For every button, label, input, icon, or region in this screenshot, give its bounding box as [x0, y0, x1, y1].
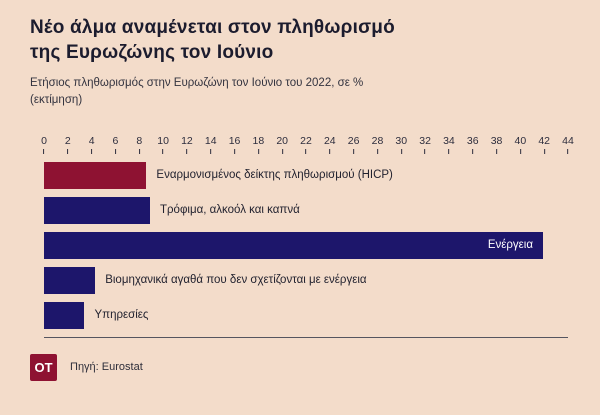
x-tick-mark [567, 148, 569, 154]
title-line-2: της Ευρωζώνης τον Ιούνιο [30, 41, 274, 63]
x-tick-label: 12 [181, 134, 193, 147]
x-axis: 0 2 4 6 8 10 12 14 16 18 20 22 24 26 28 30 32 34 36 38 40 42 4… [41, 134, 574, 157]
chart-subtitle: Ετήσιος πληθωρισμός στην Ευρωζώνη τον Ιο… [30, 75, 570, 108]
x-tick-label: 24 [323, 134, 336, 147]
bar-label: Υπηρεσίες [94, 309, 149, 322]
x-tick: 18 [252, 134, 265, 154]
x-tick-label: 34 [443, 134, 455, 147]
x-tick-mark [43, 148, 45, 154]
x-tick-mark [162, 148, 164, 154]
bars: Εναρμονισμένος δείκτης πληθωρισμού (HICP… [44, 161, 568, 338]
bar-label: Ενέργεια [487, 239, 533, 252]
x-tick-label: 16 [228, 134, 241, 147]
bar-4 [44, 266, 96, 294]
x-tick-label: 14 [204, 134, 217, 147]
x-tick: 16 [228, 134, 241, 154]
x-tick: 44 [562, 135, 574, 154]
x-tick-label: 22 [300, 134, 312, 147]
x-tick: 10 [157, 135, 169, 154]
x-tick: 36 [467, 135, 479, 154]
x-tick-mark [257, 148, 259, 154]
bar-label: Τρόφιμα, αλκοόλ και καπνά [159, 204, 300, 217]
x-tick-mark [400, 148, 402, 154]
bar-row: Τρόφιμα, αλκοόλ και καπνά [44, 196, 568, 224]
x-tick-mark [448, 148, 450, 154]
x-tick-mark [472, 148, 474, 154]
x-tick: 4 [89, 135, 95, 154]
x-tick-label: 36 [466, 134, 479, 147]
x-tick: 30 [395, 135, 407, 154]
x-tick: 12 [181, 135, 193, 154]
x-tick-label: 10 [157, 134, 169, 147]
x-tick-label: 18 [252, 134, 265, 147]
x-tick-label: 30 [395, 134, 408, 147]
x-tick-label: 40 [514, 134, 527, 147]
subtitle-line-2: (εκτίμηση) [30, 94, 83, 107]
x-tick-label: 32 [419, 134, 431, 147]
x-tick-label: 28 [371, 134, 384, 147]
x-tick: 32 [419, 135, 431, 154]
x-tick: 22 [300, 135, 312, 154]
page-title: Νέο άλμα αναμένεται στον πληθωρισμό της … [30, 16, 570, 65]
bar-2 [44, 196, 150, 224]
x-tick-label: 8 [136, 134, 143, 147]
x-tick-mark [67, 148, 69, 154]
x-tick: 34 [443, 135, 455, 154]
x-tick-mark [186, 148, 188, 154]
x-tick-mark [114, 148, 116, 154]
bar-row: Βιομηχανικά αγαθά που δεν σχετίζονται με… [44, 266, 568, 294]
x-tick: 38 [490, 134, 503, 154]
source-label: Πηγή: Eurostat [70, 361, 143, 374]
x-tick-mark [281, 148, 283, 154]
x-tick-label: 42 [538, 134, 551, 147]
x-tick-label: 2 [64, 134, 71, 147]
x-tick-mark [210, 148, 212, 154]
bar-label: Βιομηχανικά αγαθά που δεν σχετίζονται με… [105, 274, 367, 287]
x-tick-mark [496, 148, 498, 154]
x-tick-label: 6 [112, 134, 119, 147]
x-tick-mark [353, 148, 355, 154]
x-tick-label: 44 [562, 134, 574, 147]
footer: OT Πηγή: Eurostat [30, 353, 570, 381]
bar-chart: 0 2 4 6 8 10 12 14 16 18 20 22 24 26 28 30 32 34 36 38 40 42 4… [41, 134, 574, 338]
subtitle-line-1: Ετήσιος πληθωρισμός στην Ευρωζώνη τον Ιο… [30, 77, 364, 90]
x-tick-mark [234, 148, 236, 154]
title-line-1: Νέο άλμα αναμένεται στον πληθωρισμό [30, 17, 395, 38]
x-tick-mark [543, 148, 545, 154]
x-tick: 40 [514, 134, 527, 154]
bar-row: Ενέργεια [44, 231, 568, 259]
x-tick-mark [376, 148, 378, 154]
x-tick-mark [424, 148, 426, 154]
bar-3: Ενέργεια [44, 231, 543, 259]
bar-5 [44, 301, 85, 329]
bar-row: Εναρμονισμένος δείκτης πληθωρισμού (HICP… [44, 161, 568, 189]
x-tick: 2 [65, 135, 71, 154]
x-tick-label: 38 [490, 134, 503, 147]
ot-logo: OT [30, 353, 57, 381]
x-tick: 26 [347, 134, 360, 154]
bar-row: Υπηρεσίες [44, 301, 568, 329]
x-tick-mark [329, 148, 331, 154]
x-tick: 28 [371, 134, 384, 154]
x-tick-mark [138, 148, 140, 154]
x-tick-label: 4 [88, 134, 95, 147]
x-tick-mark [305, 148, 307, 154]
x-tick: 20 [276, 135, 288, 154]
x-tick-label: 0 [41, 134, 47, 147]
x-tick: 0 [41, 135, 47, 154]
x-tick: 42 [538, 135, 550, 154]
x-tick: 24 [324, 135, 336, 154]
x-tick: 8 [136, 135, 142, 154]
x-tick-label: 20 [276, 134, 289, 147]
bar-label: Εναρμονισμένος δείκτης πληθωρισμού (HICP… [156, 169, 393, 182]
bar-1 [44, 161, 147, 189]
x-tick-mark [519, 148, 521, 154]
x-tick-mark [91, 148, 93, 154]
x-tick-label: 26 [347, 134, 360, 147]
x-tick: 6 [112, 134, 119, 154]
x-tick: 14 [205, 135, 217, 154]
